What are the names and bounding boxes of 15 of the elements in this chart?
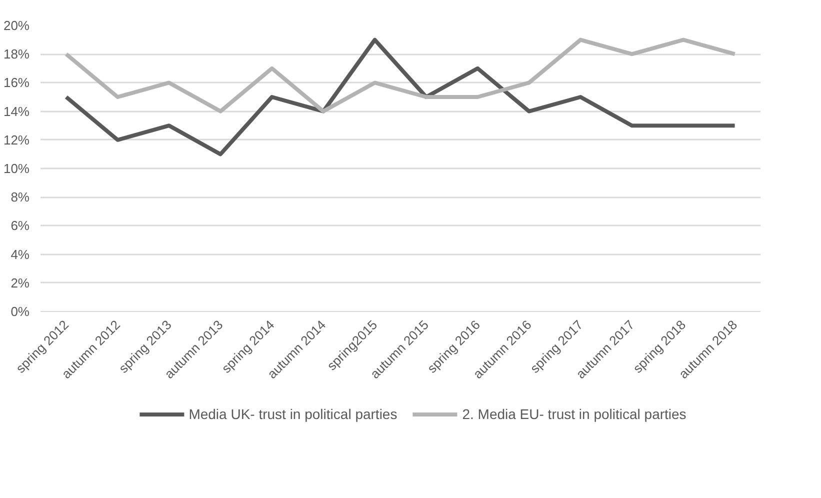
- y-tick-label: 16%: [3, 75, 30, 90]
- legend-label: 2. Media EU- trust in political parties: [462, 406, 686, 422]
- line-series: [64, 38, 737, 156]
- y-tick-label: 6%: [10, 218, 30, 234]
- y-tick-label: 4%: [10, 246, 30, 262]
- y-tick-label: 0%: [10, 304, 30, 319]
- y-tick-label: 10%: [3, 161, 30, 176]
- y-tick-label: 18%: [3, 46, 30, 62]
- line-series: [64, 38, 737, 114]
- y-tick-label: 12%: [3, 132, 30, 148]
- y-tick-label: 20%: [3, 18, 30, 33]
- y-tick-label: 2%: [10, 275, 30, 290]
- y-tick-label: 8%: [10, 190, 30, 205]
- y-tick-label: 14%: [3, 104, 30, 119]
- legend-label: Media UK- trust in political parties: [188, 406, 398, 422]
